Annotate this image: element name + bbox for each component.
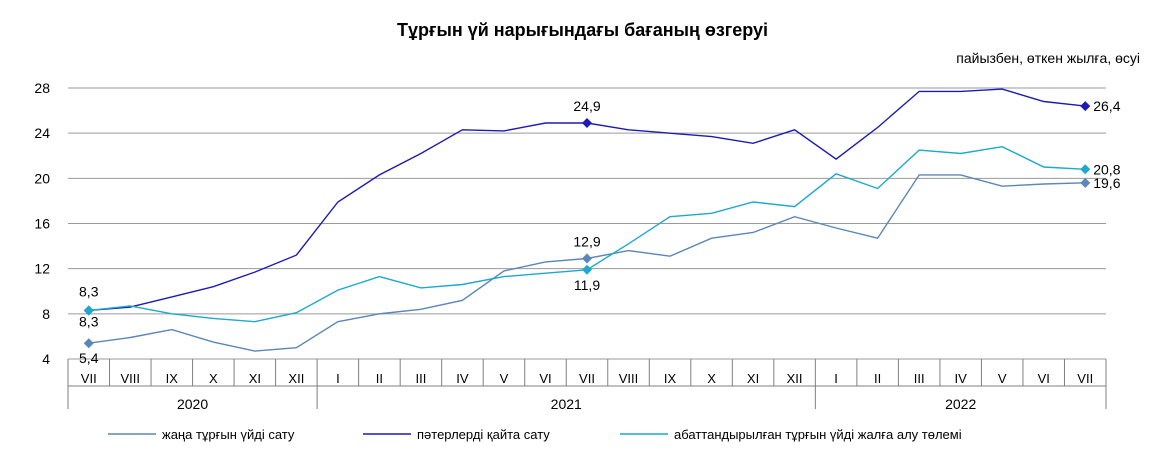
y-tick-label: 24 — [34, 125, 50, 141]
data-marker — [83, 338, 94, 349]
y-tick-label: 4 — [42, 351, 50, 367]
data-label: 20,8 — [1093, 161, 1120, 177]
legend-label: абаттандырылған тұрғын үйді жалға алу тө… — [674, 427, 962, 442]
x-tick-label: III — [914, 371, 925, 386]
y-tick-label: 12 — [34, 261, 50, 277]
data-marker — [1080, 177, 1091, 188]
data-label: 26,4 — [1093, 98, 1120, 114]
data-marker — [582, 264, 592, 275]
chart-title: Тұрғын үй нарығындағы бағаның өзгеруі — [396, 20, 769, 40]
x-tick-label: VIII — [121, 371, 141, 386]
x-tick-label: IV — [955, 371, 968, 386]
x-tick-label: XII — [288, 371, 304, 386]
y-tick-label: 20 — [34, 170, 50, 186]
x-tick-label: VIII — [619, 371, 639, 386]
y-tick-label: 8 — [42, 306, 50, 322]
data-marker — [1080, 164, 1091, 175]
data-label: 11,9 — [574, 277, 600, 293]
x-tick-label: VI — [1038, 371, 1050, 386]
x-tick-label: X — [707, 371, 716, 386]
data-label: 8,3 — [79, 283, 99, 299]
data-marker — [582, 118, 592, 129]
y-tick-label: 28 — [34, 80, 50, 96]
legend-label: жаңа тұрғын үйді сату — [162, 427, 295, 442]
y-tick-label: 16 — [34, 216, 50, 232]
x-tick-label: V — [998, 371, 1007, 386]
x-tick-label: IX — [664, 371, 677, 386]
x-tick-label: V — [500, 371, 509, 386]
x-tick-label: II — [874, 371, 881, 386]
data-marker — [1080, 101, 1091, 112]
x-tick-label: I — [834, 371, 838, 386]
year-label: 2022 — [945, 396, 976, 412]
year-label: 2020 — [177, 396, 208, 412]
x-tick-label: XI — [249, 371, 261, 386]
data-label: 12,9 — [573, 234, 600, 250]
x-tick-label: VI — [539, 371, 551, 386]
x-tick-label: VII — [579, 371, 595, 386]
year-label: 2021 — [551, 396, 582, 412]
x-tick-label: IV — [456, 371, 469, 386]
x-tick-label: XI — [747, 371, 759, 386]
data-label: 5,4 — [79, 350, 99, 366]
x-tick-label: VII — [81, 371, 97, 386]
x-tick-label: VII — [1077, 371, 1093, 386]
x-tick-label: IX — [166, 371, 179, 386]
data-marker — [83, 305, 94, 316]
data-label: 24,9 — [573, 98, 600, 114]
legend-label: пәтерлерді қайта сату — [417, 427, 550, 442]
x-tick-label: X — [209, 371, 218, 386]
x-tick-label: XII — [787, 371, 803, 386]
x-tick-label: III — [415, 371, 426, 386]
x-tick-label: II — [376, 371, 383, 386]
chart-subtitle: пайызбен, өткен жылға, өсуі — [956, 50, 1140, 66]
data-marker — [582, 253, 592, 264]
data-label: 19,6 — [1093, 175, 1120, 191]
x-tick-label: I — [336, 371, 340, 386]
data-label: 8,3 — [79, 313, 99, 329]
